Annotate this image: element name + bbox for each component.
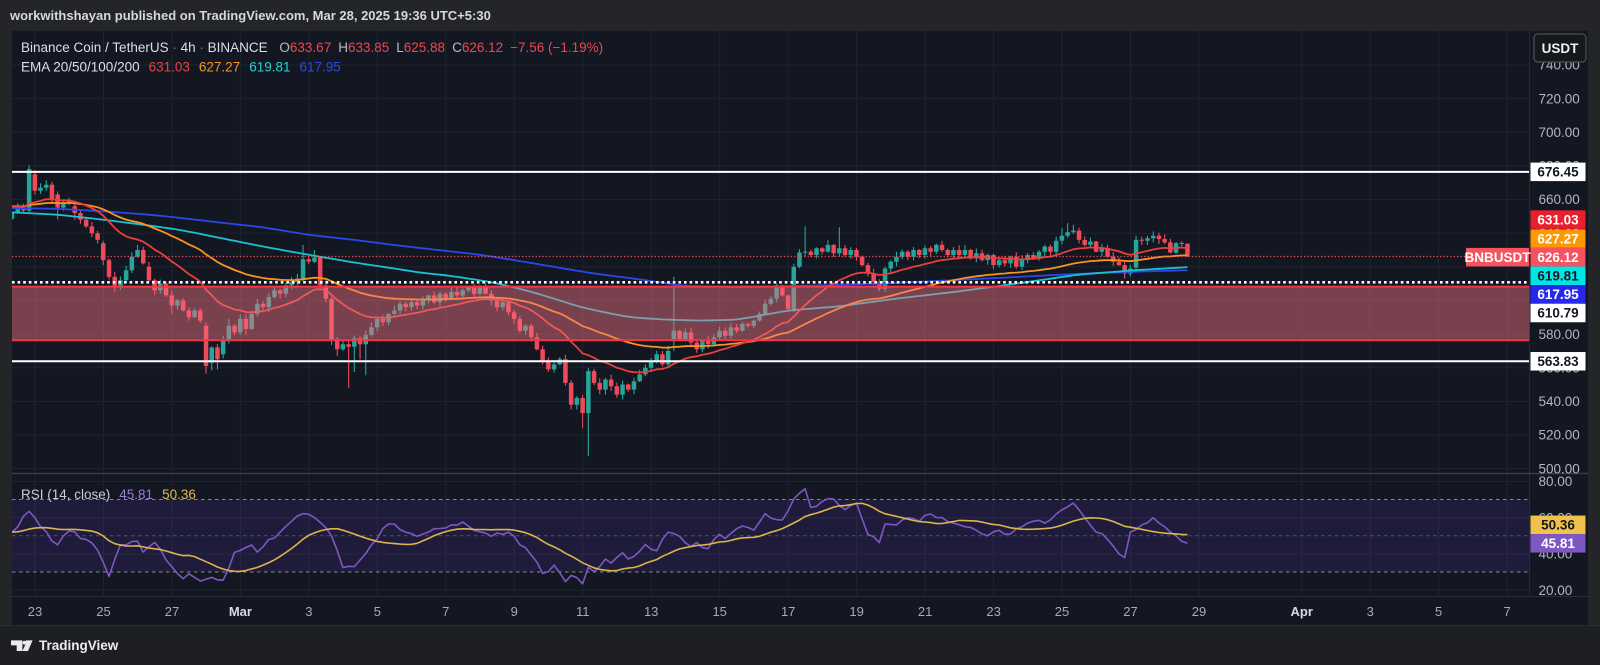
svg-text:15: 15 (712, 604, 726, 619)
svg-text:610.79: 610.79 (1537, 306, 1578, 321)
svg-text:626.12: 626.12 (1537, 250, 1578, 265)
svg-text:5: 5 (1435, 604, 1442, 619)
svg-text:9: 9 (511, 604, 518, 619)
svg-text:Mar: Mar (229, 604, 252, 619)
svg-text:563.83: 563.83 (1537, 354, 1579, 369)
svg-text:631.03: 631.03 (1537, 212, 1579, 227)
svg-text:660.00: 660.00 (1539, 192, 1580, 207)
svg-text:20.00: 20.00 (1539, 583, 1573, 598)
svg-text:29: 29 (1192, 604, 1206, 619)
svg-text:700.00: 700.00 (1539, 125, 1580, 140)
svg-text:USDT: USDT (1542, 41, 1580, 56)
svg-text:23: 23 (28, 604, 42, 619)
svg-text:3: 3 (1367, 604, 1374, 619)
svg-text:676.45: 676.45 (1537, 165, 1579, 180)
svg-text:3: 3 (305, 604, 312, 619)
svg-text:540.00: 540.00 (1539, 394, 1580, 409)
svg-text:13: 13 (644, 604, 658, 619)
svg-text:5: 5 (374, 604, 381, 619)
svg-text:7: 7 (1503, 604, 1510, 619)
svg-text:27: 27 (165, 604, 179, 619)
svg-text:520.00: 520.00 (1539, 428, 1580, 443)
svg-text:BNBUSDT: BNBUSDT (1465, 250, 1532, 265)
svg-text:25: 25 (96, 604, 110, 619)
svg-text:80.00: 80.00 (1539, 474, 1573, 489)
svg-text:45.81: 45.81 (1541, 536, 1575, 551)
svg-text:23: 23 (986, 604, 1000, 619)
svg-text:27: 27 (1123, 604, 1137, 619)
svg-text:500.00: 500.00 (1539, 461, 1580, 476)
svg-text:17: 17 (781, 604, 795, 619)
svg-text:11: 11 (576, 604, 590, 619)
svg-text:19: 19 (849, 604, 863, 619)
svg-text:580.00: 580.00 (1539, 327, 1580, 342)
svg-text:21: 21 (918, 604, 932, 619)
svg-text:617.95: 617.95 (1537, 287, 1579, 302)
svg-text:627.27: 627.27 (1537, 231, 1578, 246)
svg-text:7: 7 (442, 604, 449, 619)
svg-text:25: 25 (1055, 604, 1069, 619)
svg-text:720.00: 720.00 (1539, 91, 1580, 106)
svg-text:Binance Coin / TetherUS · 4h ·: Binance Coin / TetherUS · 4h · BINANCE O… (21, 40, 603, 55)
svg-text:619.81: 619.81 (1537, 269, 1579, 284)
svg-text:50.36: 50.36 (1541, 518, 1575, 533)
svg-text:Apr: Apr (1291, 604, 1313, 619)
